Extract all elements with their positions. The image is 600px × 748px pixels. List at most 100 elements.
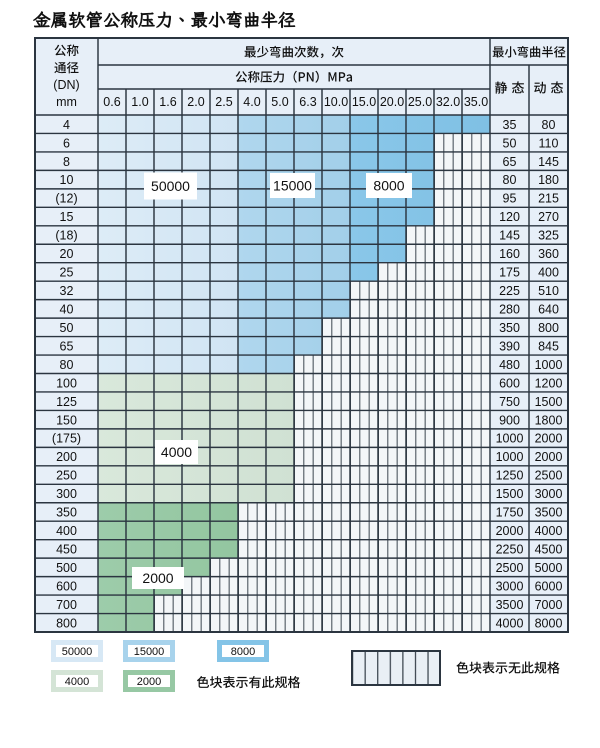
svg-text:(12): (12) <box>55 192 77 206</box>
svg-text:2000: 2000 <box>137 676 161 688</box>
svg-text:750: 750 <box>499 395 520 409</box>
svg-text:8000: 8000 <box>535 616 563 630</box>
svg-text:1750: 1750 <box>496 506 524 520</box>
svg-text:3500: 3500 <box>496 598 524 612</box>
svg-text:95: 95 <box>503 192 517 206</box>
svg-text:125: 125 <box>56 395 77 409</box>
svg-text:35.0: 35.0 <box>464 95 488 109</box>
svg-text:4: 4 <box>63 118 70 132</box>
svg-text:25: 25 <box>60 266 74 280</box>
svg-text:2.5: 2.5 <box>215 95 232 109</box>
svg-text:20: 20 <box>60 247 74 261</box>
svg-text:110: 110 <box>539 136 559 150</box>
svg-text:3500: 3500 <box>535 506 563 520</box>
svg-text:15: 15 <box>60 210 74 224</box>
svg-text:0.6: 0.6 <box>103 95 120 109</box>
svg-text:10.0: 10.0 <box>324 95 348 109</box>
svg-text:(18): (18) <box>55 229 77 243</box>
svg-text:845: 845 <box>538 339 559 353</box>
svg-text:350: 350 <box>499 321 520 335</box>
svg-text:1000: 1000 <box>535 358 563 372</box>
svg-text:7000: 7000 <box>535 598 563 612</box>
svg-text:4500: 4500 <box>535 543 563 557</box>
svg-text:270: 270 <box>538 210 559 224</box>
svg-text:6.3: 6.3 <box>299 95 316 109</box>
svg-text:1.0: 1.0 <box>131 95 148 109</box>
svg-text:2250: 2250 <box>496 543 524 557</box>
svg-text:15.0: 15.0 <box>352 95 376 109</box>
svg-text:20.0: 20.0 <box>380 95 404 109</box>
svg-text:100: 100 <box>56 376 77 390</box>
svg-text:250: 250 <box>56 469 77 483</box>
svg-text:50: 50 <box>60 321 74 335</box>
svg-text:175: 175 <box>499 266 520 280</box>
svg-text:300: 300 <box>56 487 77 501</box>
svg-text:32.0: 32.0 <box>436 95 460 109</box>
svg-text:10: 10 <box>60 173 74 187</box>
svg-text:65: 65 <box>60 339 74 353</box>
svg-text:8: 8 <box>63 155 70 169</box>
svg-text:65: 65 <box>503 155 517 169</box>
svg-text:600: 600 <box>499 376 520 390</box>
svg-text:4000: 4000 <box>535 524 563 538</box>
svg-text:215: 215 <box>538 192 559 206</box>
svg-text:360: 360 <box>538 247 559 261</box>
svg-text:600: 600 <box>56 579 77 593</box>
svg-text:500: 500 <box>56 561 77 575</box>
svg-text:80: 80 <box>60 358 74 372</box>
svg-text:50000: 50000 <box>151 178 190 194</box>
svg-text:450: 450 <box>56 543 77 557</box>
svg-text:35: 35 <box>503 118 517 132</box>
svg-text:1200: 1200 <box>535 376 563 390</box>
svg-text:400: 400 <box>56 524 77 538</box>
svg-text:(DN): (DN) <box>53 78 79 92</box>
svg-text:200: 200 <box>56 450 77 464</box>
svg-text:5000: 5000 <box>535 561 563 575</box>
svg-text:180: 180 <box>538 173 559 187</box>
svg-text:6: 6 <box>63 136 70 150</box>
svg-text:4000: 4000 <box>496 616 524 630</box>
svg-text:2500: 2500 <box>496 561 524 575</box>
svg-text:1000: 1000 <box>496 450 524 464</box>
svg-text:15000: 15000 <box>273 178 312 194</box>
svg-text:2000: 2000 <box>496 524 524 538</box>
svg-text:390: 390 <box>499 339 520 353</box>
svg-text:120: 120 <box>499 210 520 224</box>
svg-text:15000: 15000 <box>134 646 165 658</box>
svg-text:50: 50 <box>503 136 517 150</box>
svg-text:640: 640 <box>538 302 559 316</box>
svg-text:1.6: 1.6 <box>159 95 176 109</box>
svg-text:2500: 2500 <box>535 469 563 483</box>
svg-text:40: 40 <box>60 302 74 316</box>
svg-text:25.0: 25.0 <box>408 95 432 109</box>
svg-text:325: 325 <box>538 229 559 243</box>
svg-text:900: 900 <box>499 413 520 427</box>
svg-text:3000: 3000 <box>535 487 563 501</box>
svg-text:5.0: 5.0 <box>271 95 288 109</box>
svg-text:2.0: 2.0 <box>187 95 204 109</box>
svg-text:2000: 2000 <box>535 450 563 464</box>
svg-text:32: 32 <box>60 284 74 298</box>
svg-text:150: 150 <box>56 413 77 427</box>
svg-text:145: 145 <box>538 155 559 169</box>
svg-text:6000: 6000 <box>535 579 563 593</box>
svg-text:1800: 1800 <box>535 413 563 427</box>
svg-text:4000: 4000 <box>161 444 192 460</box>
svg-text:1000: 1000 <box>496 432 524 446</box>
svg-text:800: 800 <box>56 616 77 630</box>
svg-text:225: 225 <box>499 284 520 298</box>
svg-text:145: 145 <box>499 229 520 243</box>
svg-text:350: 350 <box>56 506 77 520</box>
svg-text:4000: 4000 <box>65 676 89 688</box>
svg-text:510: 510 <box>538 284 559 298</box>
svg-text:1250: 1250 <box>496 469 524 483</box>
svg-text:2000: 2000 <box>142 570 173 586</box>
svg-text:8000: 8000 <box>373 178 404 194</box>
svg-text:2000: 2000 <box>535 432 563 446</box>
svg-text:3000: 3000 <box>496 579 524 593</box>
svg-text:280: 280 <box>499 302 520 316</box>
svg-text:400: 400 <box>538 266 559 280</box>
svg-text:8000: 8000 <box>231 646 255 658</box>
svg-text:80: 80 <box>503 173 517 187</box>
svg-text:480: 480 <box>499 358 520 372</box>
